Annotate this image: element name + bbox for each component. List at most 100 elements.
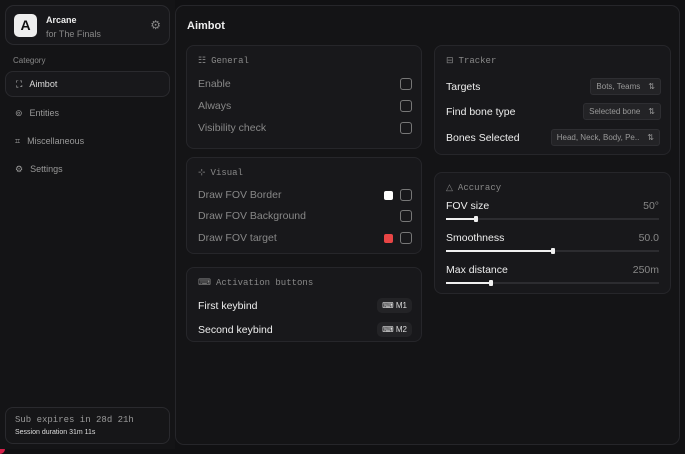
slider-row: Smoothness 50.0: [446, 232, 659, 244]
main-panel: Aimbot ☷ General Enable Always Visibility…: [175, 5, 680, 445]
triangle-icon: △: [446, 183, 453, 193]
row-label: Find bone type: [446, 105, 516, 118]
accuracy-card: △ Accuracy FOV size 50° Smoothness 50.0 Max…: [434, 172, 671, 294]
slider-value: 50°: [643, 200, 659, 212]
app-name: Arcane: [46, 15, 77, 25]
fov-target-color-swatch[interactable]: [384, 233, 393, 243]
row-label: Always: [198, 100, 232, 112]
bone-type-select[interactable]: Selected bone ⇅: [583, 103, 661, 120]
fov-border-color-swatch[interactable]: [384, 190, 393, 200]
row-label: Draw FOV target: [198, 232, 277, 244]
sidebar-item-label: Miscellaneous: [27, 136, 85, 146]
select-row-bones: Bones Selected Head, Neck, Body, Pe.. ⇅: [446, 129, 660, 146]
row-label: Second keybind: [198, 323, 273, 336]
toggle-row-enable: Enable: [198, 78, 412, 90]
bones-selected-select[interactable]: Head, Neck, Body, Pe.. ⇅: [550, 129, 660, 146]
enable-checkbox[interactable]: [400, 78, 412, 90]
slider-fill: [446, 250, 553, 252]
tracker-card: ⊟ Tracker Targets Bots, Teams ⇅ Find bone t…: [434, 45, 671, 155]
scan-icon: ⊚: [15, 107, 23, 118]
card-title: Accuracy: [457, 183, 502, 193]
slider-thumb[interactable]: [488, 280, 493, 286]
keyboard-icon: ⌨: [198, 278, 211, 288]
session-duration: Session duration 31m 11s: [15, 429, 96, 436]
always-checkbox[interactable]: [400, 100, 412, 112]
toggle-row-fov-background: Draw FOV Background: [198, 210, 412, 222]
sidebar-item-label: Entities: [29, 108, 60, 118]
select-value: Bots, Teams: [596, 82, 641, 91]
slider-label: FOV size: [446, 200, 490, 212]
app-logo: A: [14, 14, 37, 37]
fov-target-checkbox[interactable]: [400, 232, 412, 244]
row-label: First keybind: [198, 299, 258, 312]
toggle-row-visibility: Visibility check: [198, 122, 412, 134]
sidebar-item-label: Aimbot: [29, 79, 58, 89]
card-title: Visual: [210, 168, 243, 178]
slider-label: Smoothness: [446, 232, 505, 244]
toggle-row-always: Always: [198, 100, 412, 112]
first-keybind-button[interactable]: ⌨ M1: [377, 298, 412, 313]
chevron-updown-icon: ⇅: [647, 133, 654, 142]
slider-fill: [446, 218, 476, 220]
slider-fill: [446, 282, 491, 284]
chevron-updown-icon: ⇅: [648, 107, 655, 116]
gear-icon: ⚙: [15, 163, 24, 174]
general-card: ☷ General Enable Always Visibility check: [186, 45, 422, 149]
sidebar-item-label: Settings: [30, 164, 63, 174]
crosshair-icon: ⛶: [16, 78, 23, 89]
second-keybind-button[interactable]: ⌨ M2: [377, 322, 412, 337]
row-label: Enable: [198, 78, 231, 90]
row-label: Targets: [446, 80, 481, 93]
subscription-card: Sub expires in 28d 21h Session duration …: [5, 407, 170, 444]
settings-gear-icon[interactable]: ⚙: [150, 18, 161, 32]
activation-card: ⌨ Activation buttons First keybind ⌨ M1 Se…: [186, 267, 422, 342]
select-value: Selected bone: [589, 107, 641, 116]
row-label: Draw FOV Background: [198, 210, 306, 222]
category-label: Category: [13, 56, 46, 65]
targets-select[interactable]: Bots, Teams ⇅: [590, 78, 661, 95]
sidebar-item-aimbot[interactable]: ⛶ Aimbot: [5, 71, 170, 97]
keybind-row-second: Second keybind ⌨ M2: [198, 322, 412, 337]
select-value: Head, Neck, Body, Pe..: [556, 133, 640, 142]
slider-track[interactable]: [446, 216, 659, 222]
slider-thumb[interactable]: [550, 248, 555, 254]
brand-card: A Arcane for The Finals ⚙: [5, 5, 170, 45]
slider-row: Max distance 250m: [446, 264, 659, 276]
row-label: Bones Selected: [446, 131, 520, 144]
fov-border-checkbox[interactable]: [400, 189, 412, 201]
card-title: Tracker: [458, 56, 497, 66]
sub-expiry: Sub expires in 28d 21h: [15, 415, 134, 425]
select-row-targets: Targets Bots, Teams ⇅: [446, 78, 661, 95]
visibility-check-checkbox[interactable]: [400, 122, 412, 134]
chevron-updown-icon: ⇅: [648, 82, 655, 91]
sidebar: A Arcane for The Finals ⚙ Category ⛶ Aimb…: [0, 0, 175, 449]
slider-row: FOV size 50°: [446, 200, 659, 212]
card-title: General: [211, 56, 249, 66]
slider-value: 50.0: [638, 232, 659, 244]
toggle-row-fov-target: Draw FOV target: [198, 232, 412, 244]
card-title: Activation buttons: [216, 278, 314, 288]
visual-card: ⊹ Visual Draw FOV Border Draw FOV Backgro…: [186, 157, 422, 254]
keybind-row-first: First keybind ⌨ M1: [198, 298, 412, 313]
key-label: M1: [395, 301, 407, 310]
select-row-bone-type: Find bone type Selected bone ⇅: [446, 103, 661, 120]
sidebar-item-miscellaneous[interactable]: ⌗ Miscellaneous: [5, 128, 170, 154]
row-label: Draw FOV Border: [198, 189, 282, 201]
key-label: M2: [395, 325, 407, 334]
visual-icon: ⊹: [198, 168, 206, 178]
slider-label: Max distance: [446, 264, 508, 276]
slider-track[interactable]: [446, 280, 659, 286]
grid-icon: ⌗: [15, 135, 21, 146]
tracker-icon: ⊟: [446, 56, 454, 66]
list-icon: ☷: [198, 56, 207, 66]
page-title: Aimbot: [187, 20, 225, 32]
fov-background-checkbox[interactable]: [400, 210, 412, 222]
row-label: Visibility check: [198, 122, 267, 134]
app-subtitle: for The Finals: [46, 29, 101, 39]
slider-thumb[interactable]: [473, 216, 478, 222]
toggle-row-fov-border: Draw FOV Border: [198, 189, 412, 201]
sidebar-item-settings[interactable]: ⚙ Settings: [5, 156, 170, 182]
slider-track[interactable]: [446, 248, 659, 254]
sidebar-item-entities[interactable]: ⊚ Entities: [5, 100, 170, 126]
slider-value: 250m: [632, 264, 659, 276]
